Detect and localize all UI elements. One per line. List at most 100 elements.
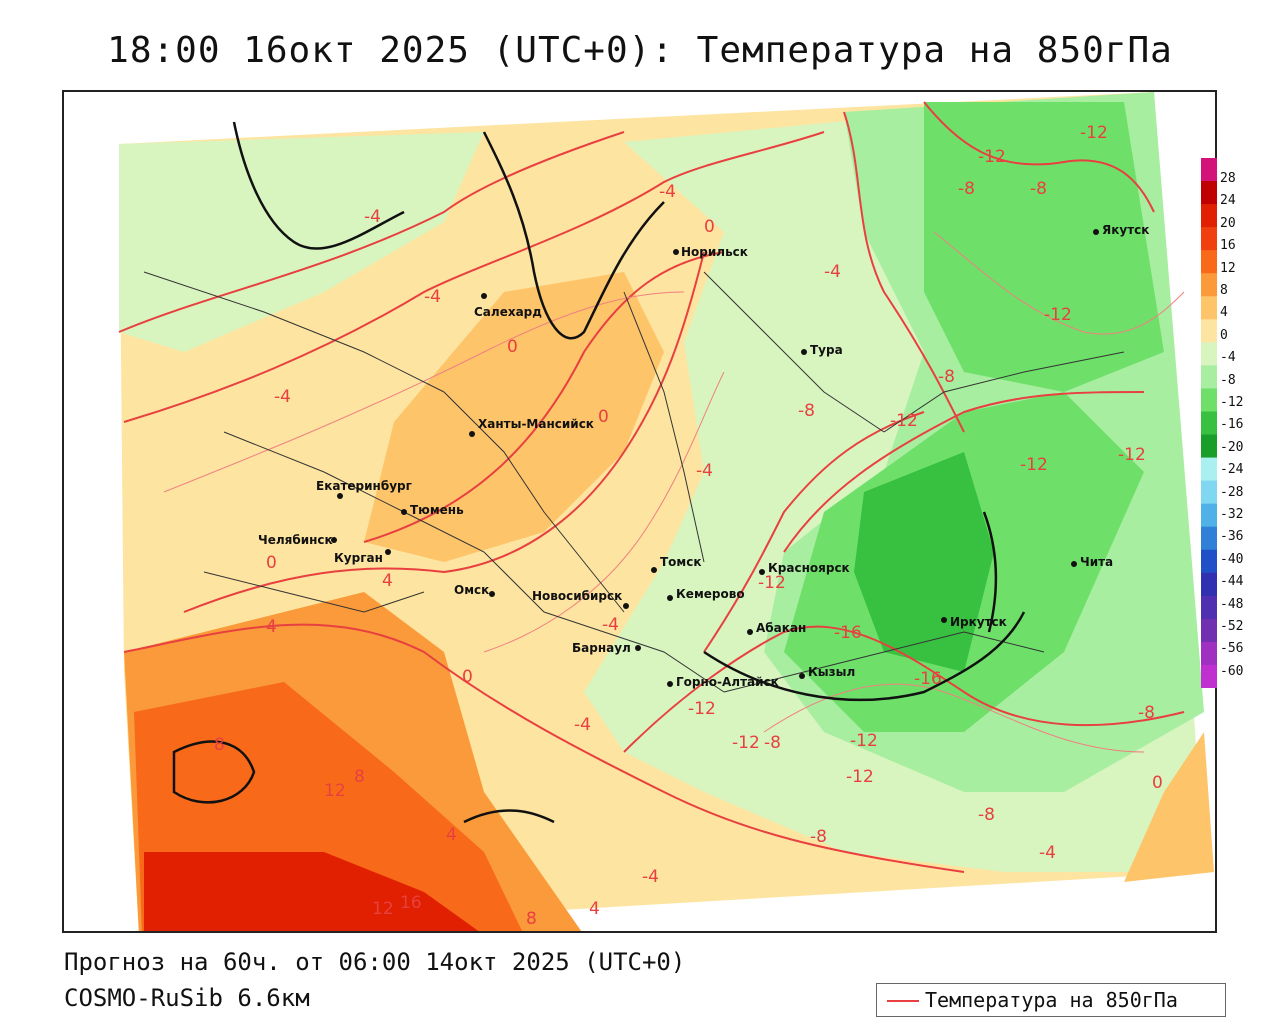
city-label: Тура [810,343,843,357]
city-label: Красноярск [768,561,850,575]
city-dot [623,603,629,609]
colorbar-swatch [1201,388,1217,412]
city-label: Челябинск [258,533,333,547]
isoline-label: 8 [214,735,225,755]
isoline-label: 12 [372,899,394,919]
isoline-label: 0 [1152,773,1163,793]
isoline-label: -8 [958,179,975,199]
colorbar-swatch [1201,296,1217,320]
colorbar-tick-label: 20 [1220,215,1236,231]
city-label: Чита [1080,555,1113,569]
colorbar-swatch [1201,618,1217,643]
city-dot [651,567,657,573]
isoline-label: -12 [688,699,716,719]
coastline [172,121,1026,824]
city-dot [673,249,679,255]
isoline-label: -4 [1039,843,1056,863]
isoline-label: -12 [1118,445,1146,465]
colorbar-tick-label: -28 [1220,484,1244,500]
colorbar-tick-label: -12 [1220,395,1244,410]
isoline-label: -12 [1020,455,1048,475]
colorbar-swatch [1201,664,1217,689]
legend: Температура на 850гПа [876,983,1226,1017]
colorbar-tick-label: -32 [1220,507,1244,522]
isoline-label: -16 [834,623,862,643]
city-dot [469,431,475,437]
isoline-label: -4 [642,867,659,887]
colorbar-swatch [1201,434,1217,459]
isoline-label: 4 [382,571,393,591]
isoline-label: 4 [266,617,277,637]
colorbar-swatch [1201,227,1217,251]
isoline-label: -8 [798,401,815,421]
colorbar-swatch [1201,365,1217,389]
colorbar-swatch [1201,572,1217,597]
city-dot [1071,561,1077,567]
colorbar [1201,158,1217,689]
colorbar-swatch [1201,250,1217,274]
colorbar-tick-label: -16 [1220,417,1244,433]
isoline-label: -12 [1080,123,1108,143]
city-label: Новосибирск [532,589,622,603]
isotherm-lines [118,101,1185,873]
isoline-label: -12 [978,147,1006,167]
isoline-label: 0 [507,337,518,357]
isoline-label: 8 [526,909,537,929]
colorbar-tick-label: -52 [1220,619,1244,634]
isoline-label: 0 [462,667,473,687]
isoline-label: -8 [938,367,955,387]
isoline-label: -8 [1138,703,1155,723]
warm-se [1124,732,1214,882]
city-dot [385,549,391,555]
colorbar-tick-label: 24 [1220,193,1236,209]
colorbar-tick-label: -20 [1220,439,1244,455]
colorbar-tick-label: 4 [1220,305,1228,321]
colorbar-tick-label: 0 [1220,327,1228,343]
city-label: Салехард [474,305,542,319]
isoline-labels: -4 -4 -4 -4 -4 -4 -4 -4 -4 -4 0 0 0 0 0 … [214,123,1163,929]
warm-sw-16 [144,852,479,931]
isoline-label: -16 [914,669,942,689]
city-label: Томск [660,555,702,569]
isoline-label: -4 [574,715,591,735]
colorbar-swatch [1201,181,1217,205]
isoline-label: -12 [732,733,760,753]
city-label: Якутск [1102,223,1149,237]
city-dot [401,509,407,515]
legend-label: Температура на 850гПа [925,988,1178,1012]
isoline-label: -4 [602,615,619,635]
city-dot [667,681,673,687]
isotherm-thin-lines [163,231,1185,753]
city-dot [337,493,343,499]
colorbar-swatch [1201,595,1217,620]
region-minus16 [854,452,994,672]
isoline-label: -4 [364,207,381,227]
colorbar-swatch [1201,641,1217,666]
city-dot [799,673,805,679]
colorbar-swatch [1201,273,1217,297]
temperature-map: -4 -4 -4 -4 -4 -4 -4 -4 -4 -4 0 0 0 0 0 … [64,92,1215,931]
colorbar-tick-label: -48 [1220,596,1244,612]
admin-borders [143,271,1125,693]
map-title: 18:00 16окт 2025 (UTC+0): Температура на… [107,30,1173,71]
colorbar-swatch [1201,319,1217,343]
city-markers: Норильск Салехард Якутск Тура Ханты-Манс… [258,223,1149,689]
isoline-label: -8 [810,827,827,847]
city-dot [1093,229,1099,235]
colorbar-svg [1201,158,1217,689]
city-dot [941,617,947,623]
city-label: Барнаул [572,641,631,655]
isoline-label: -4 [824,262,841,282]
city-dot [635,645,641,651]
colorbar-swatch [1201,204,1217,228]
forecast-info: Прогноз на 60ч. от 06:00 14окт 2025 (UTC… [64,948,686,976]
colorbar-swatch [1201,411,1217,436]
isoline-label: 4 [589,899,600,919]
isoline-label: 0 [704,217,715,237]
city-label: Горно-Алтайск [676,675,779,689]
colorbar-tick-label: -24 [1220,462,1244,478]
isoline-label: -12 [1044,305,1072,325]
model-info: COSMO-RuSib 6.6км [64,984,310,1012]
colorbar-tick-label: 12 [1220,260,1236,276]
colorbar-swatch [1201,457,1217,482]
